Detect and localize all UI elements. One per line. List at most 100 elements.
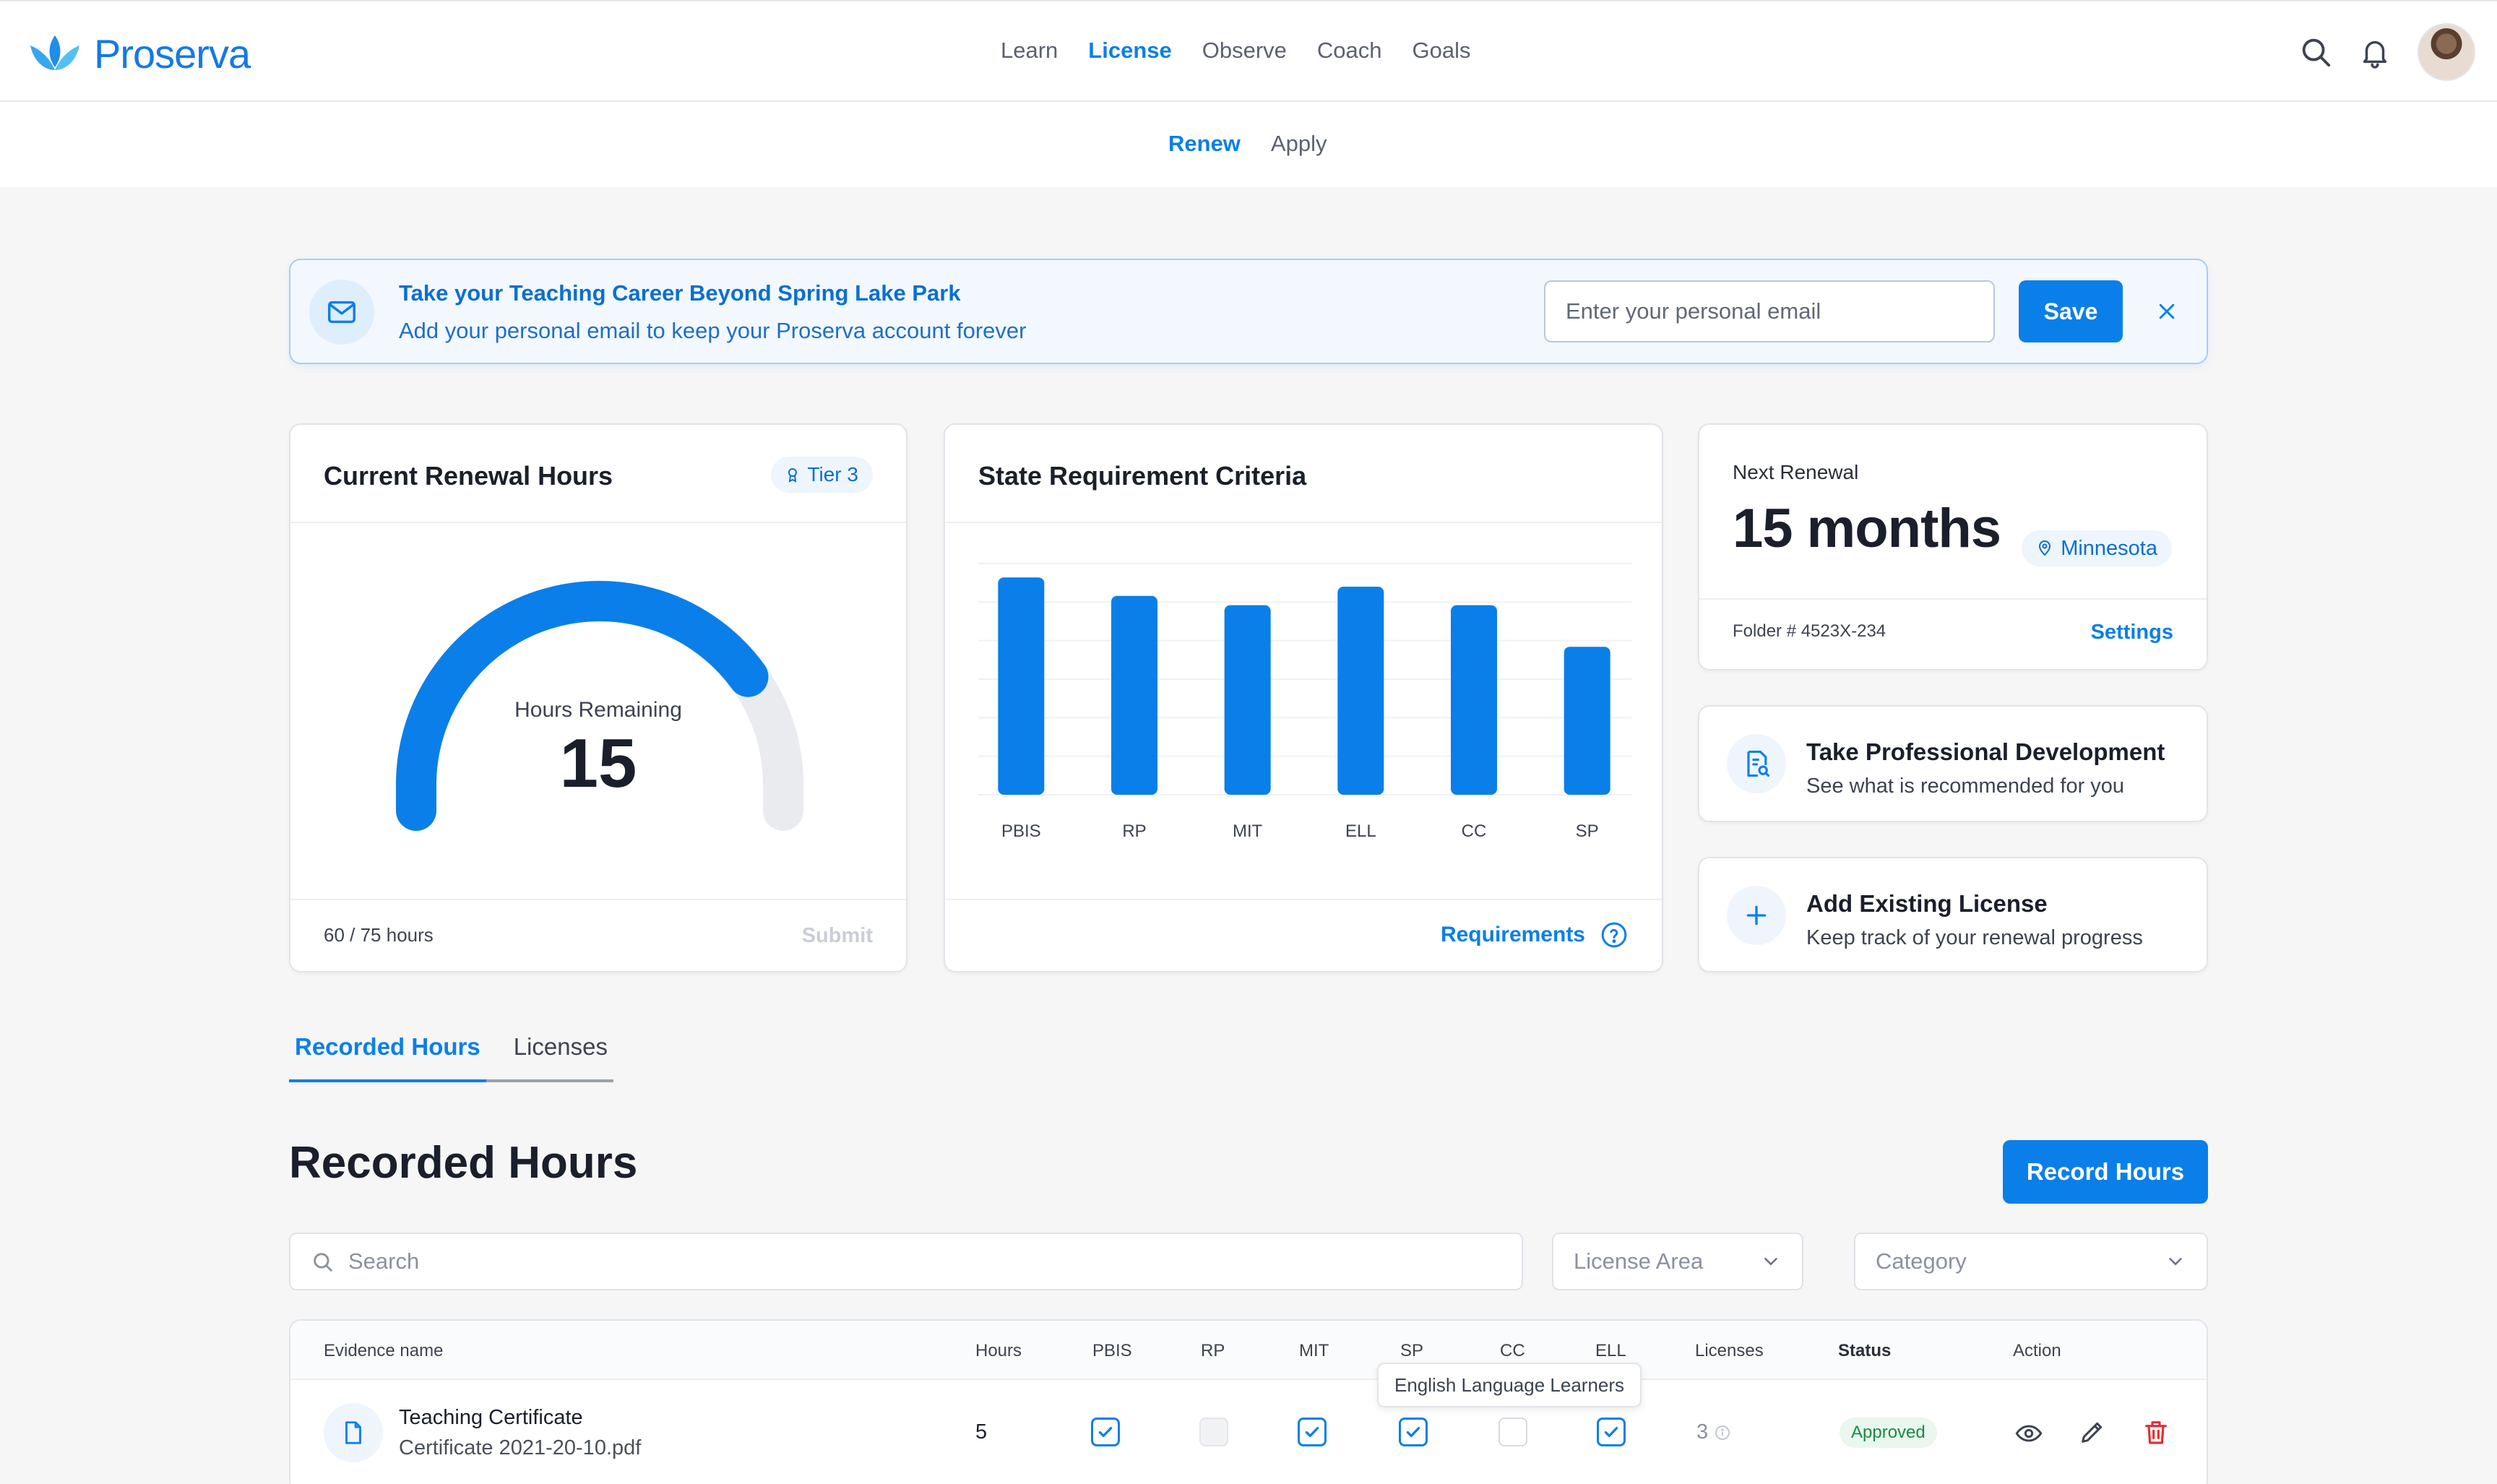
card-title: State Requirement Criteria	[978, 461, 1307, 491]
status-badge: Approved	[1840, 1418, 1937, 1448]
mit-checkbox[interactable]	[1298, 1418, 1327, 1446]
section-title: Recorded Hours	[289, 1138, 638, 1188]
award-icon	[788, 468, 798, 483]
tab-recorded-hours[interactable]: Recorded Hours	[289, 1024, 486, 1082]
professional-development-card[interactable]: Take Professional Development See what i…	[1698, 705, 2208, 822]
record-hours-button[interactable]: Record Hours	[2003, 1140, 2208, 1204]
bar-rp[interactable]	[1111, 595, 1157, 795]
state-label: Minnesota	[2061, 536, 2157, 560]
col-mit[interactable]: MIT	[1299, 1341, 1329, 1360]
trash-icon[interactable]	[2142, 1418, 2170, 1446]
table-header: Evidence name Hours PBIS RP MIT SP CC EL…	[290, 1321, 2207, 1380]
tick-label-pbis: PBIS	[1001, 821, 1041, 841]
banner-subtitle: Add your personal email to keep your Pro…	[399, 318, 1027, 343]
action-subtitle: See what is recommended for you	[1806, 775, 2125, 798]
category-select[interactable]: Category	[1854, 1233, 2208, 1290]
bar-pbis[interactable]	[998, 577, 1045, 795]
tick-label-rp: RP	[1122, 821, 1146, 841]
action-title: Add Existing License	[1806, 890, 2048, 917]
eye-icon[interactable]	[2014, 1419, 2043, 1448]
col-licenses[interactable]: Licenses	[1695, 1341, 1764, 1360]
evidence-name: Teaching Certificate	[399, 1406, 583, 1429]
personal-email-input[interactable]	[1544, 280, 1995, 342]
app-name: Proserva	[94, 31, 251, 77]
chevron-down-icon	[1764, 1258, 1777, 1266]
close-banner-button[interactable]	[2149, 293, 2185, 329]
hours-value: 5	[975, 1420, 988, 1444]
close-icon	[2159, 303, 2175, 319]
cc-checkbox[interactable]	[1498, 1418, 1527, 1446]
col-action: Action	[2013, 1341, 2061, 1360]
col-cc[interactable]: CC	[1500, 1341, 1525, 1360]
top-navbar: Proserva Learn License Observe Coach Goa…	[0, 0, 2497, 102]
nav-goals[interactable]: Goals	[1412, 38, 1471, 63]
next-renewal-label: Next Renewal	[1733, 461, 1859, 483]
sp-checkbox[interactable]	[1399, 1418, 1428, 1446]
add-license-card[interactable]: Add Existing License Keep track of your …	[1698, 857, 2208, 972]
recorded-hours-table: Evidence name Hours PBIS RP MIT SP CC EL…	[289, 1319, 2208, 1484]
license-area-select[interactable]: License Area	[1552, 1233, 1803, 1290]
state-badge: Minnesota	[2022, 530, 2172, 566]
top-actions	[2299, 23, 2475, 81]
criteria-bar-chart: PBIS RP MIT ELL CC SP	[978, 563, 1631, 841]
subnav-renew[interactable]: Renew	[1168, 131, 1241, 156]
avatar[interactable]	[2418, 23, 2475, 81]
nav-learn[interactable]: Learn	[1001, 38, 1058, 63]
info-icon[interactable]	[1714, 1424, 1731, 1441]
requirements-link[interactable]: Requirements	[1441, 920, 1629, 949]
action-subtitle: Keep track of your renewal progress	[1806, 926, 2143, 949]
search-icon	[314, 1253, 332, 1272]
col-evidence-name[interactable]: Evidence name	[324, 1341, 444, 1360]
renewal-hours-card: Current Renewal Hours Tier 3 Hours Remai…	[289, 423, 907, 972]
document-search-icon	[1727, 734, 1786, 793]
search-icon[interactable]	[2299, 35, 2332, 69]
subnav-apply[interactable]: Apply	[1270, 131, 1327, 156]
action-title: Take Professional Development	[1806, 738, 2165, 765]
col-rp[interactable]: RP	[1201, 1341, 1225, 1360]
rp-checkbox[interactable]	[1199, 1418, 1228, 1446]
file-icon	[324, 1403, 383, 1462]
tick-label-sp: SP	[1576, 821, 1599, 841]
evidence-file[interactable]: Certificate 2021-20-10.pdf	[399, 1436, 642, 1459]
col-status[interactable]: Status	[1838, 1341, 1892, 1360]
plus-icon	[1727, 886, 1786, 945]
bar-sp[interactable]	[1564, 647, 1610, 795]
submit-button[interactable]: Submit	[801, 924, 873, 947]
chevron-down-icon	[2169, 1258, 2182, 1266]
lotus-logo-icon	[30, 35, 79, 70]
email-banner: Take your Teaching Career Beyond Spring …	[289, 259, 2208, 364]
ell-checkbox[interactable]	[1597, 1418, 1626, 1446]
mail-icon	[309, 280, 374, 345]
pbis-checkbox[interactable]	[1091, 1418, 1120, 1446]
gauge-value: 15	[559, 725, 637, 802]
tab-licenses[interactable]: Licenses	[486, 1024, 613, 1082]
next-renewal-value: 15 months	[1733, 498, 2001, 559]
save-button[interactable]: Save	[2019, 280, 2123, 342]
bar-ell[interactable]	[1337, 587, 1384, 795]
license-area-label: License Area	[1574, 1248, 1704, 1274]
col-sp[interactable]: SP	[1400, 1341, 1424, 1360]
folder-number: Folder # 4523X-234	[1733, 621, 1886, 641]
nav-license[interactable]: License	[1088, 38, 1172, 63]
hours-gauge	[396, 581, 803, 831]
help-circle-icon	[1601, 922, 1627, 948]
tier-badge: Tier 3	[771, 457, 873, 493]
logo[interactable]: Proserva	[29, 30, 251, 77]
col-ell[interactable]: ELL	[1595, 1341, 1626, 1360]
bar-cc[interactable]	[1451, 605, 1497, 795]
col-pbis[interactable]: PBIS	[1092, 1341, 1132, 1360]
pencil-icon[interactable]	[2078, 1418, 2107, 1446]
search-input[interactable]	[348, 1234, 1504, 1289]
nav-coach[interactable]: Coach	[1316, 38, 1382, 63]
col-hours[interactable]: Hours	[975, 1341, 1022, 1360]
settings-link[interactable]: Settings	[2090, 621, 2173, 644]
bell-icon[interactable]	[2358, 35, 2392, 69]
licenses-count: 3	[1696, 1420, 1731, 1444]
category-label: Category	[1876, 1248, 1967, 1274]
column-tooltip: English Language Learners	[1377, 1363, 1642, 1407]
bar-mit[interactable]	[1224, 605, 1271, 795]
licenses-value: 3	[1696, 1420, 1709, 1444]
next-renewal-card: Next Renewal 15 months Minnesota Folder …	[1698, 423, 2208, 670]
nav-observe[interactable]: Observe	[1202, 38, 1287, 63]
sub-navbar: Renew Apply	[0, 102, 2497, 187]
